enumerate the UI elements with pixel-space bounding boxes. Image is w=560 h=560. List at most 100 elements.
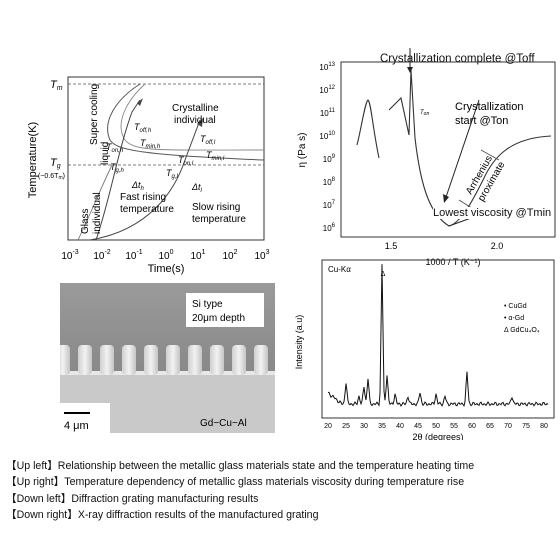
xrd-x-tick: 80 (540, 423, 548, 430)
viscosity-y-tick: 1012 (319, 85, 335, 95)
legend-gdcu4o4: Δ GdCu₄O₄ (504, 327, 540, 334)
xrd-x-ticks: 20 25 30 35 40 45 50 55 60 65 70 75 80 (324, 423, 548, 430)
xrd-x-tick: 40 (396, 423, 404, 430)
ttt-y-axis-label: Temperature(K) (27, 122, 39, 198)
crystallization-onset-curve (107, 83, 265, 161)
sem-pillar (78, 345, 92, 375)
t-on-h-label: Ton,h (106, 142, 124, 154)
figure-captions: 【Up left】Relationship between the metall… (6, 458, 558, 523)
ttt-x-tick: 10-2 (93, 249, 110, 262)
scale-bar-box (60, 403, 110, 433)
xrd-peak-marker: Δ (381, 271, 386, 278)
crystallization-start-label-2: start @Ton (455, 115, 508, 127)
ttt-x-ticks: 10-3 10-2 10-1 100 101 102 103 (61, 249, 269, 262)
tg-approx-label: (~0.6Tm) (38, 173, 65, 181)
cooling-path (77, 164, 113, 241)
slow-heating-arrow (197, 118, 203, 127)
viscosity-curve (356, 69, 552, 227)
ttt-x-tick: 103 (254, 249, 269, 262)
t-off-l-label: Toff,l (200, 134, 216, 146)
sem-image-panel: Si type 20μm depth 4 μm Gd−Cu−Al (56, 283, 275, 433)
ttt-x-tick: 100 (158, 249, 173, 262)
caption-down-right: 【Down right】X-ray diffraction results of… (6, 508, 319, 521)
viscosity-y-tick: 1011 (320, 108, 336, 118)
sem-pillar (144, 345, 158, 375)
caption-up-right: 【Up right】Temperature dependency of meta… (6, 476, 465, 489)
slow-heating-path (89, 119, 201, 241)
arrhenius-line (480, 149, 500, 161)
xrd-x-tick: 70 (504, 423, 512, 430)
viscosity-y-tick: 106 (323, 223, 336, 233)
sem-pillar (188, 345, 202, 375)
xrd-x-tick: 65 (486, 423, 494, 430)
t-on-l-label: Ton,l (178, 155, 194, 167)
xrd-trace (327, 264, 549, 407)
viscosity-y-tick: 107 (323, 200, 336, 210)
fast-rising-label-1: Fast rising (120, 192, 166, 203)
xrd-x-tick: 30 (360, 423, 368, 430)
viscosity-x-tick: 2.0 (491, 241, 504, 251)
sem-pillar (166, 345, 180, 375)
tg-label: Tg (50, 157, 61, 170)
region-glass: Glass (80, 208, 91, 234)
toff-arrowhead (407, 67, 413, 73)
xrd-x-tick: 75 (522, 423, 530, 430)
viscosity-chart: 1013 1012 1011 1010 109 108 107 106 η (P… (297, 48, 556, 267)
sem-pillar (100, 345, 114, 375)
region-crystalline-individual: individual (174, 115, 216, 126)
crystallization-end-curve (120, 83, 265, 151)
sem-pillars (56, 345, 268, 375)
sem-label-box (186, 293, 264, 327)
xrd-x-axis-label: 2θ (degrees) (412, 432, 463, 440)
xrd-x-tick: 35 (378, 423, 386, 430)
t-g-l-label: Tg,l (166, 168, 179, 180)
ttt-x-tick: 10-3 (61, 249, 78, 262)
sem-pillar (210, 345, 224, 375)
xrd-panel: Cu-Kα Intensity (a.u) • CuGd • α-Gd Δ Gd… (282, 250, 560, 442)
t-min-l-label: Tmin,l (206, 150, 225, 162)
viscosity-panel: 1013 1012 1011 1010 109 108 107 106 η (P… (283, 40, 560, 275)
t-off-h-label: Toff,h (134, 122, 152, 134)
sem-image: Si type 20μm depth 4 μm Gd−Cu−Al (56, 283, 275, 433)
viscosity-y-ticks: 1013 1012 1011 1010 109 108 107 106 (319, 62, 335, 233)
xrd-x-tick: 60 (468, 423, 476, 430)
caption-up-left: 【Up left】Relationship between the metall… (6, 460, 475, 472)
ttt-x-tick: 10-1 (125, 249, 142, 262)
sem-pillar (232, 345, 246, 375)
ttt-x-tick: 102 (222, 249, 237, 262)
sem-label-line2: 20μm depth (192, 313, 245, 324)
delta-t-h-label: Δth (131, 180, 145, 192)
caption-down-left: 【Down left】Diffraction grating manufactu… (6, 492, 259, 505)
xrd-plot-frame (321, 259, 555, 419)
xrd-x-tick: 45 (414, 423, 422, 430)
lowest-viscosity-label: Lowest viscosity @Tmin (433, 207, 552, 219)
ttt-diagram-panel: Tm Tg (~0.6Tm) Temperature(K) Super cool… (0, 0, 280, 280)
viscosity-x-tick: 1.5 (385, 241, 398, 251)
sem-pillar (254, 345, 268, 375)
ton-small-label: Ton (420, 110, 429, 117)
delta-t-l-label: Δtl (191, 182, 203, 194)
viscosity-plot-frame (340, 61, 556, 238)
tm-label: Tm (50, 79, 63, 92)
viscosity-x-axis-label: 1000 / T (K⁻¹) (426, 257, 481, 267)
t-g-h-label: Tg,h (110, 162, 125, 174)
ton-arrowhead (443, 194, 449, 203)
scale-bar-label: 4 μm (64, 420, 89, 432)
viscosity-y-axis-label: η (Pa s) (297, 132, 308, 167)
crystallization-start-label-1: Crystallization (455, 101, 523, 113)
region-crystalline: Crystalline (172, 103, 219, 114)
region-supercooling: Super cooling (89, 84, 100, 145)
ttt-x-tick: 101 (190, 249, 205, 262)
ttt-diagram: Tm Tg (~0.6Tm) Temperature(K) Super cool… (27, 76, 270, 275)
xrd-y-axis-label: Intensity (a.u) (294, 315, 304, 370)
xrd-x-tick: 25 (342, 423, 350, 430)
tmin-arrow (448, 217, 472, 227)
xrd-source-label: Cu-Kα (328, 265, 351, 274)
ton-arrow (444, 99, 480, 201)
slow-rising-label-2: temperature (192, 214, 246, 225)
viscosity-y-tick: 109 (323, 154, 336, 164)
legend-cugd: • CuGd (504, 303, 527, 310)
legend-agd: • α-Gd (504, 315, 524, 322)
sem-pillar (56, 345, 70, 375)
xrd-x-tick: 55 (450, 423, 458, 430)
